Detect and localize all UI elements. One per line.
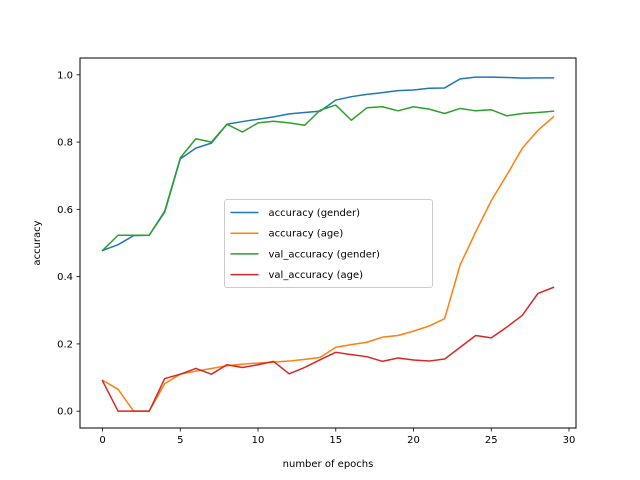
series-line-1	[101, 115, 555, 412]
x-axis: 0 5 10 15 20 25 30	[99, 428, 575, 446]
legend-box	[224, 199, 433, 288]
series-layer	[101, 76, 555, 412]
x-tick-label: 10	[252, 435, 265, 446]
series-line-2	[101, 104, 555, 252]
y-tick-label: 0.2	[57, 339, 73, 350]
legend-entry: accuracy (gender)	[269, 208, 361, 219]
series-line-3	[101, 286, 555, 412]
plot-frame	[79, 57, 577, 429]
legend: accuracy (gender) accuracy (age) val_accur…	[224, 199, 433, 288]
y-axis-label: accuracy	[32, 220, 43, 265]
y-tick-label: 0.8	[57, 138, 73, 149]
y-tick-label: 0.6	[57, 205, 73, 216]
x-tick-label: 0	[99, 435, 105, 446]
x-axis-label: number of epochs	[283, 459, 374, 470]
y-tick-label: 1.0	[57, 70, 73, 81]
legend-entry: val_accuracy (gender)	[269, 249, 380, 260]
x-tick-label: 5	[177, 435, 183, 446]
legend-entry: accuracy (age)	[269, 229, 344, 240]
y-tick-label: 0.0	[57, 407, 73, 418]
x-tick-label: 25	[485, 435, 498, 446]
y-axis: 0.0 0.2 0.4 0.6 0.8 1.0	[57, 70, 80, 418]
legend-entry: val_accuracy (age)	[269, 270, 364, 281]
x-tick-label: 15	[329, 435, 342, 446]
x-tick-label: 30	[563, 435, 576, 446]
y-tick-label: 0.4	[57, 272, 73, 283]
x-tick-label: 20	[407, 435, 420, 446]
